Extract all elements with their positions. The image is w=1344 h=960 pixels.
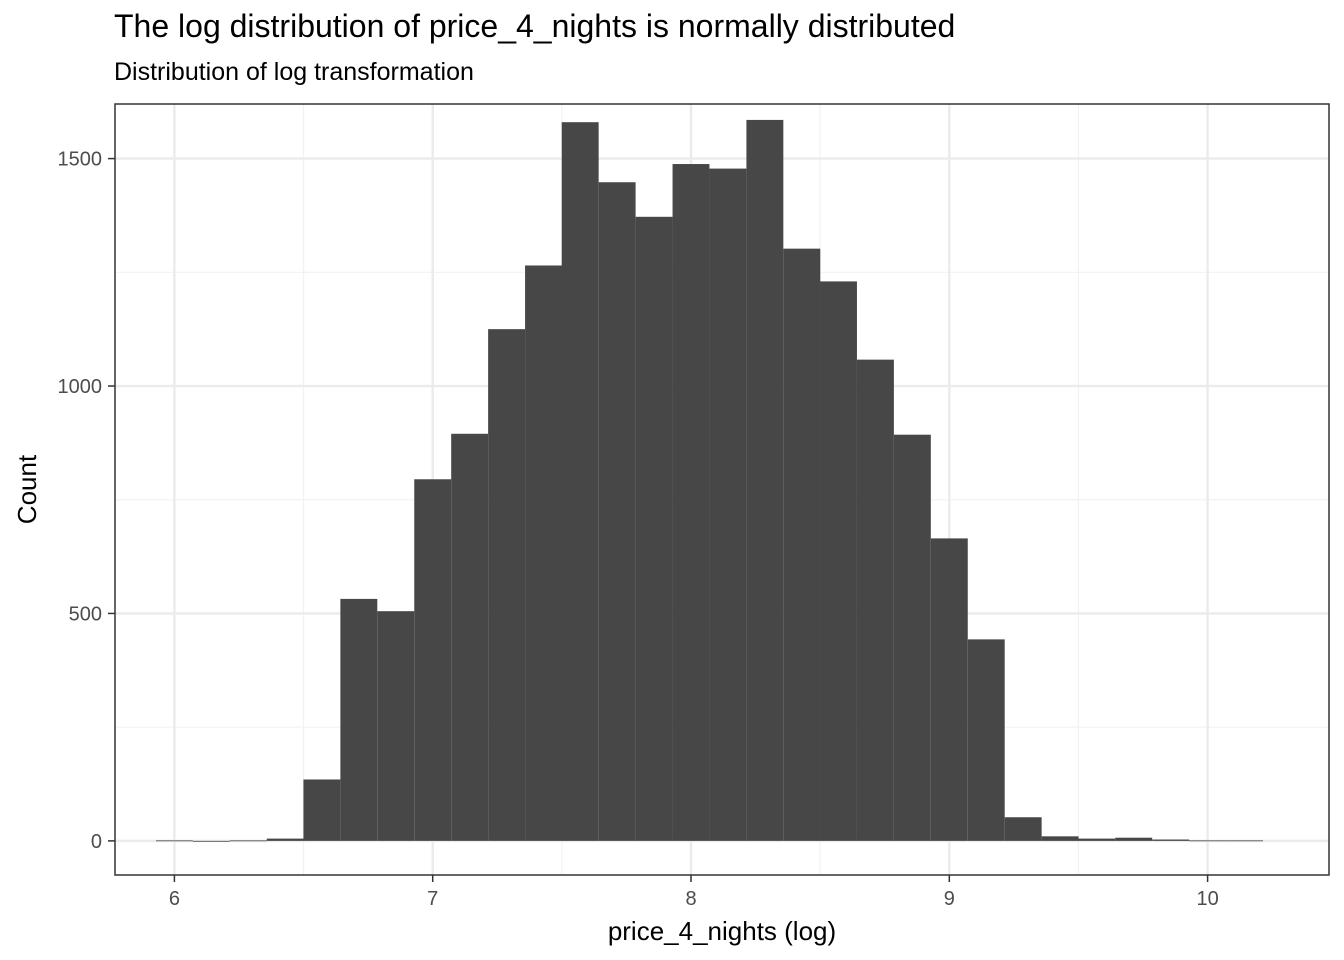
histogram-bar xyxy=(893,434,931,841)
histogram-bar xyxy=(1078,838,1116,841)
histogram-bar xyxy=(746,119,784,841)
chart-title: The log distribution of price_4_nights i… xyxy=(114,8,956,44)
histogram-bar xyxy=(561,122,599,841)
histogram-bar xyxy=(856,359,894,841)
histogram-bar xyxy=(930,538,968,841)
histogram-bar xyxy=(783,248,821,841)
x-tick-label: 6 xyxy=(169,888,180,910)
y-tick-label: 1000 xyxy=(58,376,103,398)
x-tick-label: 9 xyxy=(944,888,955,910)
histogram-bar xyxy=(377,611,415,841)
chart-subtitle: Distribution of log transformation xyxy=(114,58,474,86)
y-tick-label: 500 xyxy=(69,603,102,625)
histogram-bar xyxy=(1226,840,1263,842)
histogram-bar xyxy=(525,265,562,841)
histogram-bar xyxy=(414,479,452,841)
histogram-bar xyxy=(672,164,710,841)
x-tick-label: 10 xyxy=(1196,888,1218,910)
histogram-bar xyxy=(709,168,747,841)
histogram-bar xyxy=(820,281,857,841)
histogram-bar xyxy=(1152,839,1190,841)
axis-ticks: 6 7 8 9 10 0 500 1000 1500 xyxy=(58,149,1219,910)
histogram-bar xyxy=(967,639,1005,841)
histogram-bar xyxy=(1041,836,1079,841)
panel-border xyxy=(114,103,1330,876)
histogram-bar xyxy=(229,840,267,842)
histogram-bar xyxy=(303,779,341,841)
x-tick-label: 8 xyxy=(685,888,696,910)
x-tick-label: 7 xyxy=(427,888,438,910)
histogram-bar xyxy=(1115,837,1153,841)
histogram-bar xyxy=(340,598,378,841)
histogram-bar xyxy=(155,840,193,842)
x-axis-title: price_4_nights (log) xyxy=(608,916,836,946)
histogram-bar xyxy=(192,840,230,842)
histogram-bars xyxy=(155,119,1263,842)
histogram-bar xyxy=(451,433,489,841)
y-axis-title: Count xyxy=(12,454,42,524)
y-tick-label: 1500 xyxy=(58,149,103,171)
histogram-bar xyxy=(266,838,304,841)
histogram-bar xyxy=(1004,817,1042,841)
histogram-bar xyxy=(598,182,636,841)
histogram-bar xyxy=(1189,840,1227,842)
y-tick-label: 0 xyxy=(91,831,102,853)
histogram-bar xyxy=(488,329,526,841)
histogram-bar xyxy=(635,216,673,841)
